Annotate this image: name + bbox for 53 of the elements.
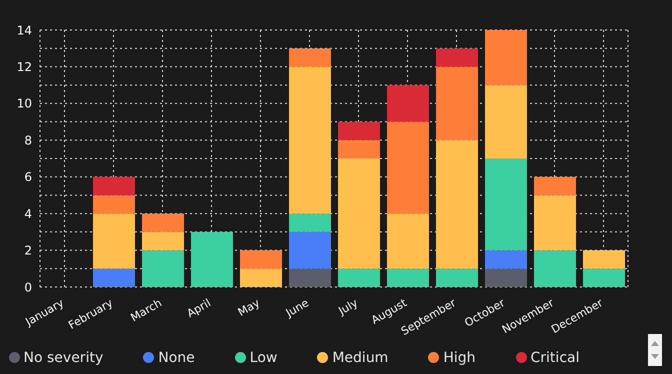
bar [142,250,184,287]
bar [387,85,429,122]
bar [93,195,135,214]
bar [387,122,429,214]
bar [289,268,331,287]
bar [93,214,135,269]
bar [436,268,478,287]
y-tick-label: 0 [24,280,32,294]
bar [93,176,135,196]
bar [240,250,282,269]
bar [485,85,527,158]
y-tick-label: 8 [24,133,32,148]
bar [534,250,576,287]
legend-label: Medium [332,350,388,366]
x-tick-label: July [335,296,360,318]
bar [191,232,233,287]
bar [289,232,331,269]
y-tick-label: 12 [16,60,32,74]
bar [485,268,527,287]
bar [289,66,331,214]
bar [93,268,135,287]
bar [387,268,429,287]
legend-label: High [443,350,476,366]
bar [338,158,380,269]
bar [338,140,380,158]
legend-label: Low [250,350,278,366]
bar [534,195,576,250]
y-tick-label: 6 [24,170,32,184]
bar [338,268,380,287]
bar [240,268,282,287]
bar [436,140,478,269]
y-tick-label: 14 [16,23,32,38]
bar [583,250,625,269]
bar [142,214,184,232]
bar [142,232,184,250]
bar [534,176,576,196]
bar [485,158,527,250]
bar [289,48,331,67]
bar [387,214,429,269]
x-tick-label: May [236,296,262,319]
legend-label: No severity [24,350,104,366]
bar [583,268,625,287]
bar [289,214,331,232]
y-tick-label: 10 [16,96,32,111]
bar [436,48,478,67]
legend-label: None [158,350,195,366]
y-tick-label: 4 [24,206,32,221]
bar [485,30,527,86]
legend-label: Critical [530,350,580,366]
bar [338,122,380,140]
y-tick-label: 2 [24,244,32,258]
bar [485,250,527,269]
bar [436,66,478,140]
